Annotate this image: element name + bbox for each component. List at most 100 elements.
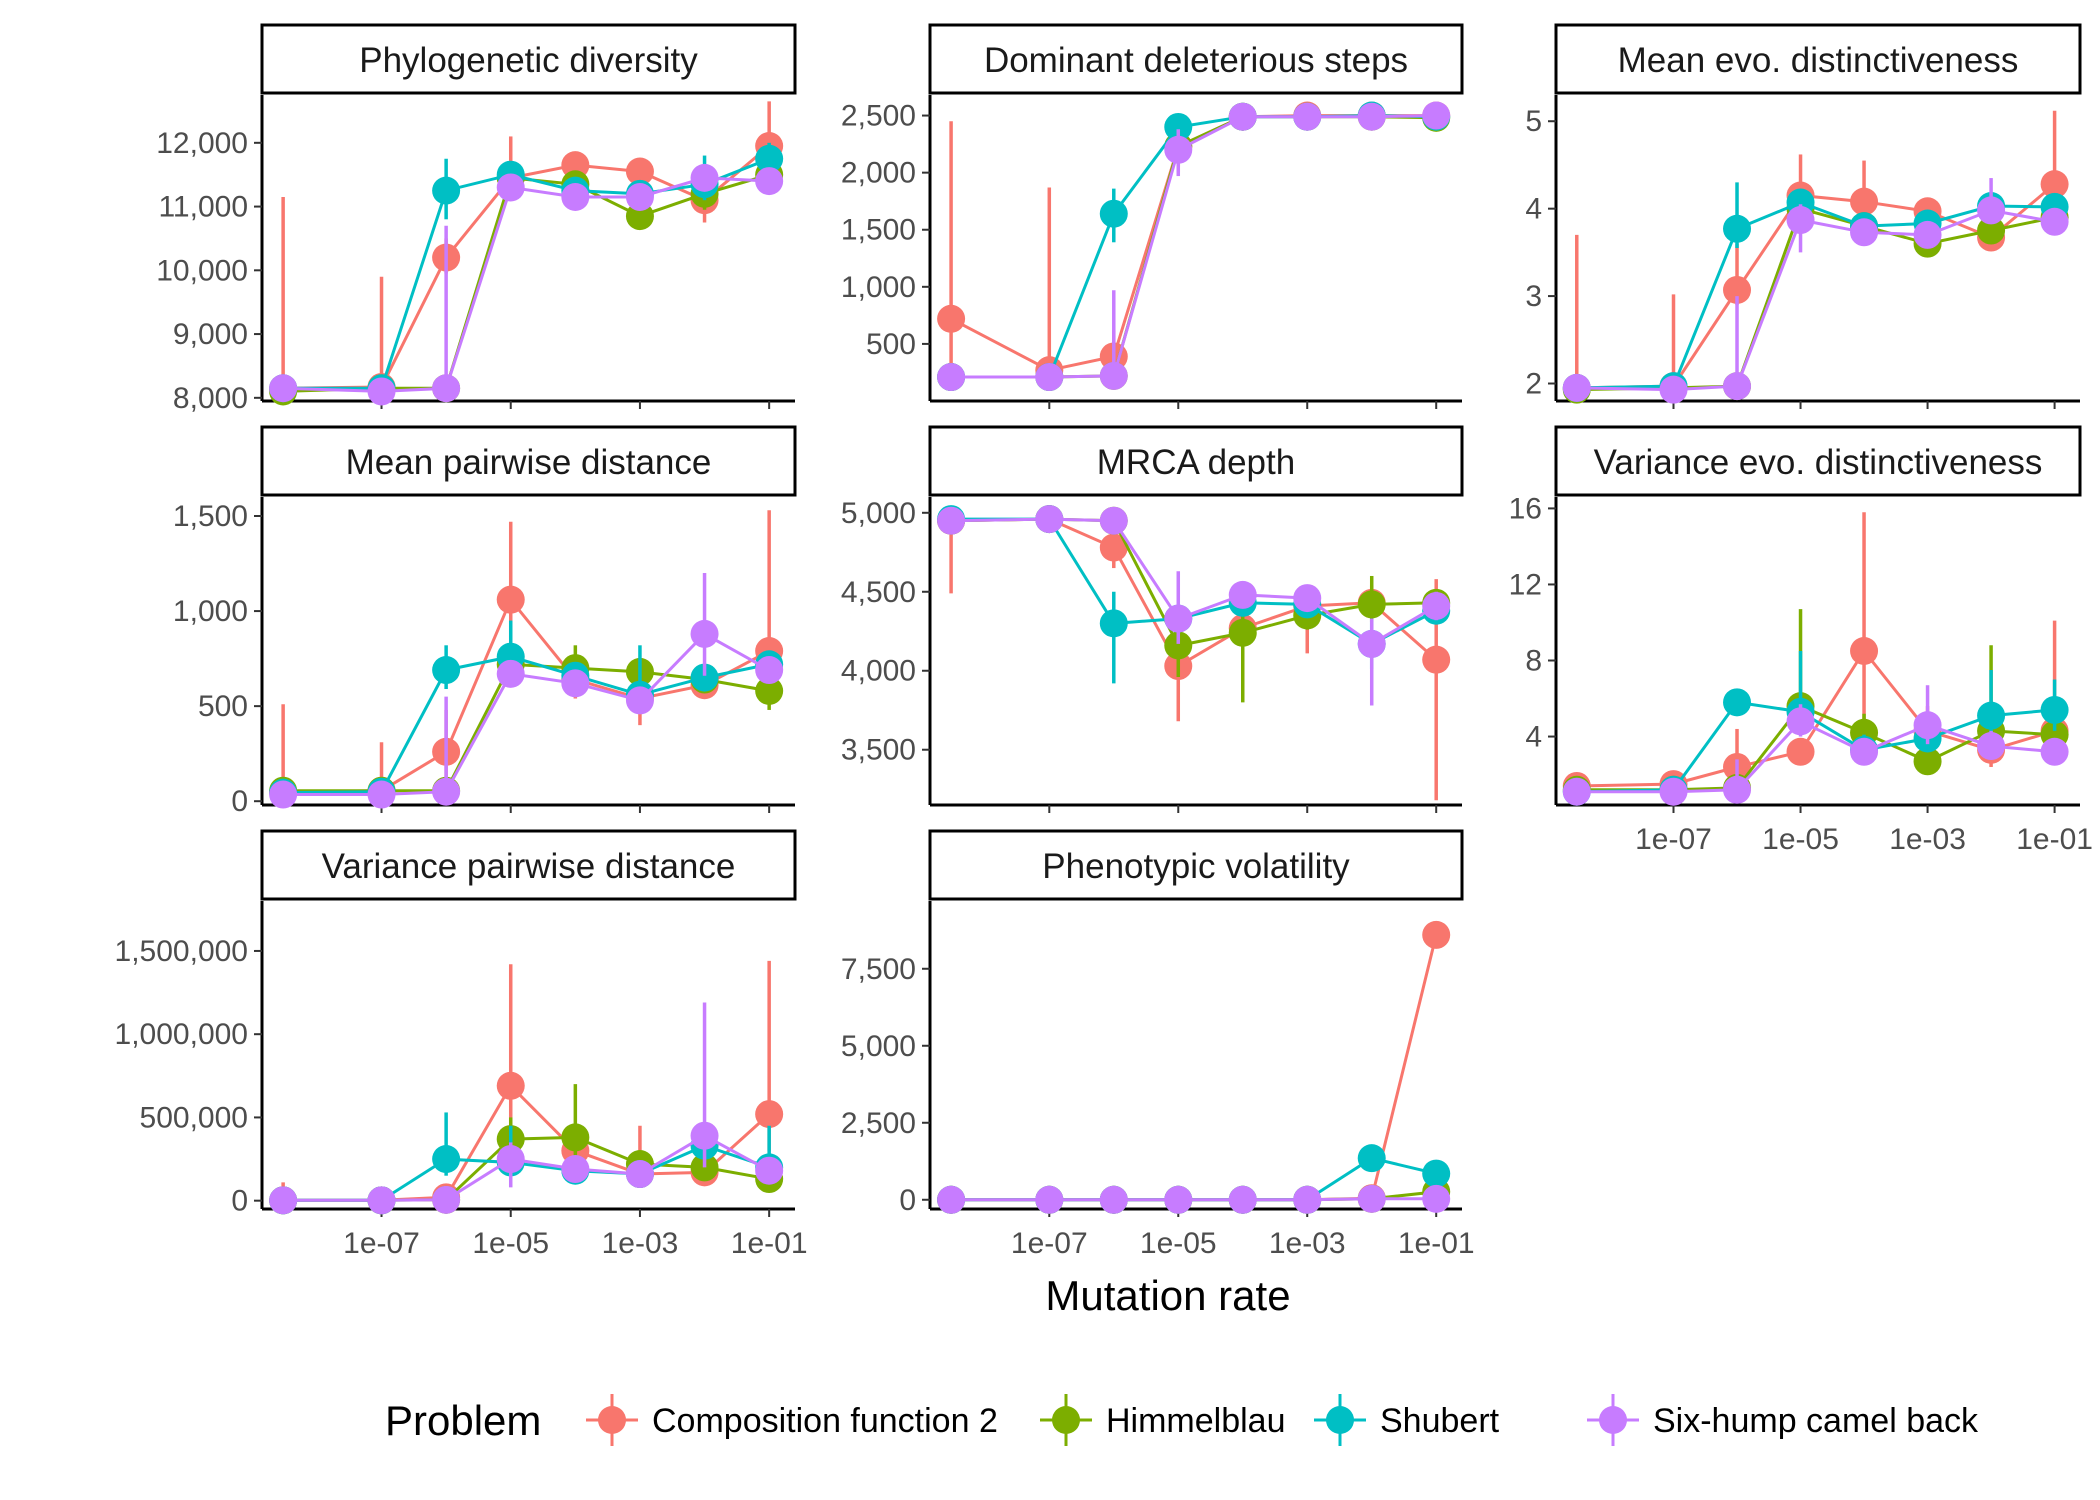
panel-variance-evo-distinctiveness: Variance evo. distinctiveness 4 8 12 16 1e-07… — [1509, 425, 2093, 856]
legend-key-point — [1599, 1406, 1627, 1434]
data-point — [432, 777, 461, 806]
series-composition-function-2 — [1562, 110, 2069, 402]
data-point — [1977, 216, 2006, 245]
y-tick-label: 8 — [1525, 645, 1542, 678]
data-point — [1786, 206, 1815, 235]
data-point — [937, 304, 966, 333]
panel-variance-pairwise-distance: Variance pairwise distance 0 500,000 1,000,… — [115, 829, 808, 1260]
y-tick-label: 0 — [231, 1185, 248, 1218]
data-point — [1228, 580, 1257, 609]
data-point — [625, 202, 654, 231]
data-point — [1913, 711, 1942, 740]
data-point — [1913, 220, 1942, 249]
panel-dominant-deleterious-steps: Dominant deleterious steps 500 1,000 1,500 2… — [841, 23, 1464, 409]
y-tick-label: 11,000 — [158, 191, 248, 224]
data-point — [1099, 506, 1128, 535]
data-point — [1850, 187, 1879, 216]
series-composition-function-2 — [937, 101, 1451, 385]
data-point — [561, 151, 590, 180]
x-tick-label: 1e-05 — [1762, 823, 1839, 856]
data-point — [367, 780, 396, 809]
data-point — [625, 157, 654, 186]
panel-strip — [260, 829, 797, 901]
legend-item-himmelblau: Himmelblau — [1040, 1394, 1286, 1446]
data-point — [496, 659, 525, 688]
data-point — [1099, 1185, 1128, 1214]
series-line — [951, 517, 1437, 646]
legend-label: Six-hump camel back — [1653, 1402, 1979, 1440]
data-point — [496, 585, 525, 614]
data-point — [1099, 609, 1128, 638]
y-tick-label: 4 — [1525, 721, 1542, 754]
x-tick-label: 1e-01 — [2016, 823, 2093, 856]
panel-mean-evo-distinctiveness: Mean evo. distinctiveness 2 3 4 5 — [1525, 23, 2082, 409]
series-six-hump-camel-back — [937, 505, 1451, 706]
data-point — [1723, 214, 1752, 243]
x-tick-label: 1e-03 — [1889, 823, 1966, 856]
data-point — [1293, 1185, 1322, 1214]
y-tick-label: 1,000 — [841, 271, 916, 304]
data-point — [496, 1071, 525, 1100]
data-point — [2040, 737, 2069, 766]
y-tick-label: 0 — [899, 1184, 916, 1217]
data-point — [1422, 101, 1451, 130]
data-point — [937, 1185, 966, 1214]
data-point — [625, 1160, 654, 1189]
y-tick-label: 500 — [866, 328, 916, 361]
data-point — [432, 1145, 461, 1174]
y-tick-label: 8,000 — [173, 382, 248, 415]
data-point — [269, 1186, 298, 1215]
y-tick-label: 500 — [198, 690, 248, 723]
y-tick-label: 16 — [1509, 492, 1542, 525]
y-tick-label: 2 — [1525, 368, 1542, 401]
legend-item-composition-function-2: Composition function 2 — [586, 1394, 998, 1446]
series-himmelblau — [937, 102, 1451, 392]
y-tick-label: 2,500 — [841, 100, 916, 133]
y-tick-label: 4 — [1525, 193, 1542, 226]
series-six-hump-camel-back — [937, 101, 1451, 392]
panel-mrca-depth: MRCA depth 3,500 4,000 4,500 5,000 — [841, 425, 1464, 813]
legend-label: Shubert — [1380, 1402, 1500, 1440]
data-point — [1357, 629, 1386, 658]
data-point — [1228, 102, 1257, 131]
legend-item-six-hump-camel-back: Six-hump camel back — [1587, 1394, 1979, 1446]
data-point — [1357, 590, 1386, 619]
data-point — [1035, 363, 1064, 392]
data-point — [432, 656, 461, 685]
y-tick-label: 500,000 — [140, 1101, 248, 1134]
data-point — [561, 183, 590, 211]
data-point — [1562, 777, 1591, 806]
panel-title: Dominant deleterious steps — [984, 41, 1408, 80]
series-line — [950, 114, 1437, 372]
y-tick-label: 7,500 — [841, 953, 916, 986]
panel-strip — [260, 425, 797, 497]
legend-label: Himmelblau — [1106, 1402, 1286, 1440]
data-point — [561, 1123, 590, 1152]
panel-strip — [928, 425, 1464, 497]
data-point — [690, 663, 719, 692]
data-point — [755, 167, 784, 196]
panel-strip — [928, 829, 1464, 901]
data-point — [690, 163, 719, 192]
data-point — [367, 1186, 396, 1215]
data-point — [1977, 701, 2006, 730]
data-point — [1228, 618, 1257, 647]
data-point — [1099, 199, 1128, 228]
data-point — [1850, 737, 1879, 766]
data-point — [1977, 732, 2006, 761]
x-axis-title: Mutation rate — [1045, 1272, 1290, 1319]
data-point — [496, 1145, 525, 1174]
data-point — [1357, 1184, 1386, 1213]
legend-item-shubert: Shubert — [1314, 1394, 1500, 1446]
y-tick-label: 1,000 — [173, 595, 248, 628]
series-himmelblau — [1562, 194, 2069, 404]
data-point — [1164, 1185, 1193, 1214]
panel-strip — [1554, 23, 2082, 95]
data-point — [1035, 505, 1064, 534]
data-point — [367, 377, 396, 406]
y-tick-label: 12,000 — [156, 127, 248, 160]
data-point — [755, 144, 784, 173]
y-tick-label: 9,000 — [173, 318, 248, 351]
y-tick-label: 5 — [1525, 105, 1542, 138]
